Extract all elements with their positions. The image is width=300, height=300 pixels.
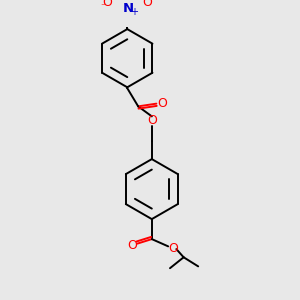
Text: O: O: [102, 0, 112, 9]
Text: O: O: [168, 242, 178, 255]
Text: ⁻: ⁻: [100, 2, 105, 12]
Text: O: O: [142, 0, 152, 9]
Text: O: O: [127, 239, 137, 252]
Text: O: O: [147, 114, 157, 128]
Text: O: O: [157, 97, 167, 110]
Text: N: N: [123, 2, 134, 15]
Text: +: +: [130, 7, 138, 17]
